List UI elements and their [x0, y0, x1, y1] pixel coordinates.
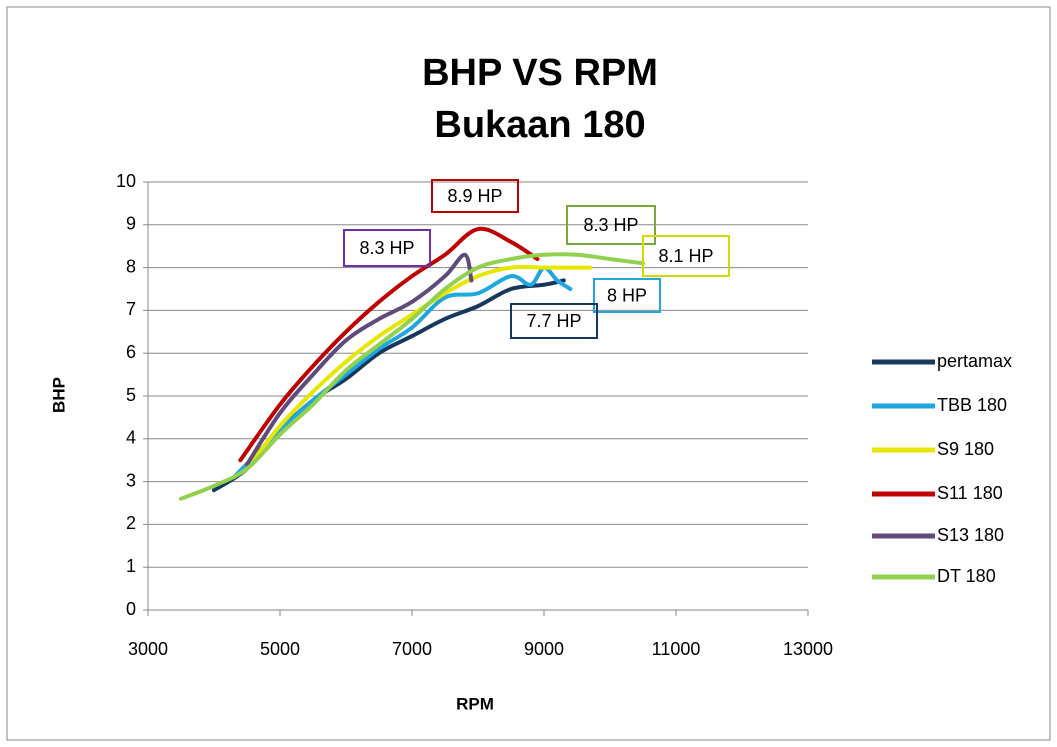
series-line [179, 252, 645, 501]
legend-label: DT 180 [937, 566, 996, 586]
y-tick-label: 0 [126, 599, 136, 619]
y-tick-label: 9 [126, 214, 136, 234]
chart-border [6, 6, 1051, 741]
x-tick-label: 13000 [783, 639, 833, 659]
y-axis-label: BHP [49, 377, 68, 413]
annotation-box [431, 179, 519, 213]
annotation-box [642, 235, 730, 277]
series-line [238, 226, 540, 463]
legend-label: S11 180 [937, 483, 1003, 503]
x-axis-label: RPM [456, 694, 494, 713]
annotation-text: 7.7 HP [526, 311, 581, 331]
y-tick-label: 10 [116, 171, 136, 191]
y-tick-label: 5 [126, 385, 136, 405]
annotation-text: 8.9 HP [447, 186, 502, 206]
chart-title: BHP VS RPM [422, 52, 658, 94]
y-tick-label: 6 [126, 342, 136, 362]
annotation-text: 8 HP [607, 285, 647, 305]
annotation-text: 8.3 HP [583, 215, 638, 235]
x-tick-label: 9000 [524, 639, 564, 659]
x-tick-label: 11000 [652, 639, 701, 659]
annotation-box [510, 303, 598, 339]
y-tick-label: 2 [126, 513, 136, 533]
y-tick-label: 1 [126, 556, 136, 576]
annotation-box [566, 205, 656, 245]
legend-label: S13 180 [937, 525, 1004, 545]
legend-label: TBB 180 [937, 395, 1007, 415]
x-tick-label: 7000 [392, 639, 432, 659]
y-tick-label: 7 [126, 299, 136, 319]
legend-label: S9 180 [937, 439, 994, 459]
annotation-box [343, 229, 431, 267]
y-tick-label: 4 [126, 428, 136, 448]
legend-label: pertamax [937, 351, 1012, 371]
annotation-text: 8.1 HP [658, 246, 713, 266]
annotation-text: 8.3 HP [359, 238, 414, 258]
x-tick-label: 3000 [128, 639, 168, 659]
series-line [245, 252, 474, 467]
y-tick-label: 8 [126, 256, 136, 276]
x-tick-label: 5000 [260, 639, 300, 659]
annotation-box [593, 278, 661, 313]
y-tick-label: 3 [126, 470, 136, 490]
chart-subtitle: Bukaan 180 [434, 104, 645, 146]
